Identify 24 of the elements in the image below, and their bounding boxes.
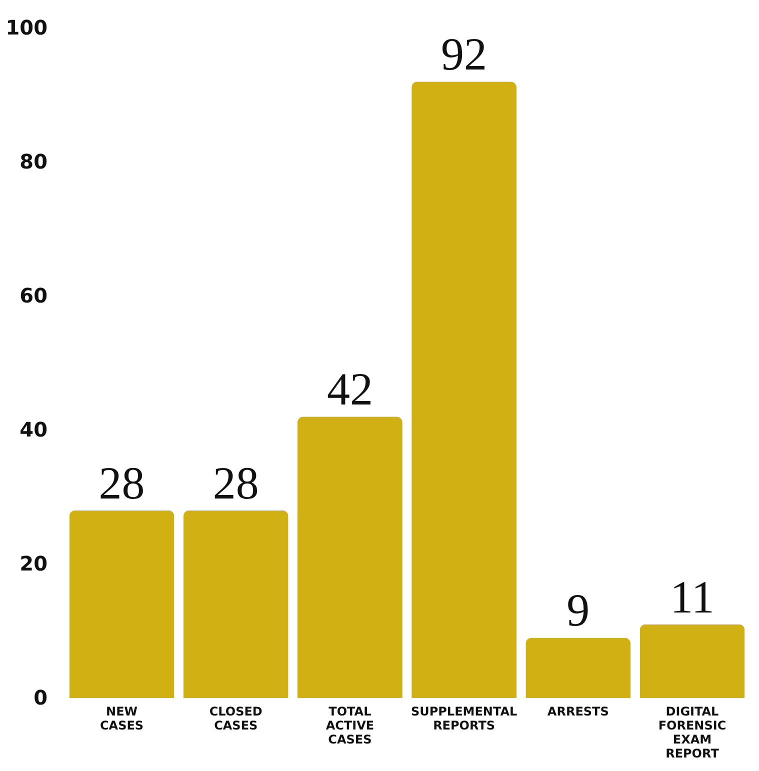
y-tick-label: 80 xyxy=(20,150,48,174)
x-tick-label: ARRESTS xyxy=(547,704,609,718)
x-tick-label: TOTAL ACTIVE CASES xyxy=(326,704,374,746)
bar xyxy=(412,82,517,698)
x-tick-label: NEW CASES xyxy=(100,704,144,732)
x-tick-label: SUPPLEMENTAL REPORTS xyxy=(410,704,518,732)
y-tick-label: 60 xyxy=(20,284,48,308)
bar xyxy=(297,416,402,698)
x-tick-label: CLOSED CASES xyxy=(209,704,262,732)
data-label: 92 xyxy=(441,28,488,80)
data-label: 42 xyxy=(326,364,373,415)
data-label: 28 xyxy=(98,457,145,508)
y-tick-label: 0 xyxy=(34,686,48,710)
data-label: 9 xyxy=(566,584,590,636)
data-label: 11 xyxy=(670,571,714,622)
y-tick-label: 20 xyxy=(20,552,48,576)
bar xyxy=(183,510,288,698)
y-tick-label: 100 xyxy=(6,16,48,40)
bar xyxy=(69,510,174,698)
bar xyxy=(526,638,631,698)
data-label: 28 xyxy=(212,457,259,508)
bar xyxy=(640,624,745,698)
x-tick-label: DIGITAL FORENSIC EXAM REPORT xyxy=(658,704,726,760)
y-tick-label: 40 xyxy=(20,418,48,442)
